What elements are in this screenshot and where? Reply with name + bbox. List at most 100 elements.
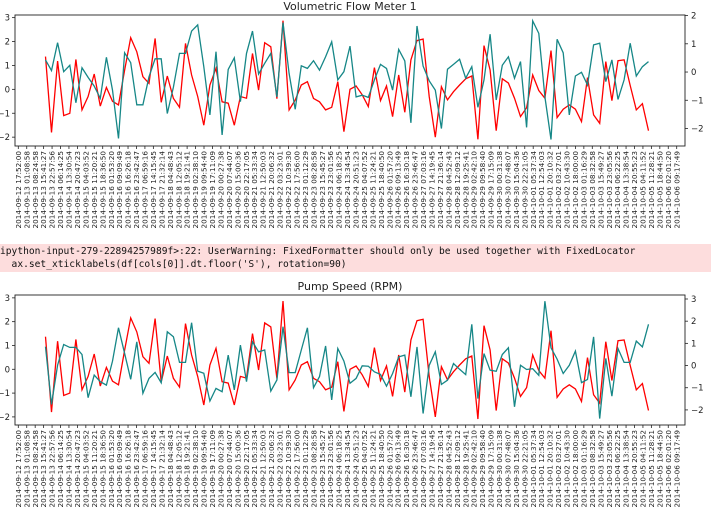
x-tick-label: 2014-10-05 18:44:50 xyxy=(655,430,664,508)
x-tick-label: 2014-10-05 04:11:52 xyxy=(639,430,648,508)
x-tick-label: 2014-09-13 01:08:58 xyxy=(22,151,31,229)
y-tick-label-left: 0 xyxy=(5,85,10,95)
x-tick-label: 2014-10-04 06:22:25 xyxy=(613,151,622,229)
x-tick-label: 2014-09-19 02:38:10 xyxy=(191,430,200,508)
y-tick-label-right: −1 xyxy=(691,384,704,394)
x-tick-label: 2014-09-27 07:03:16 xyxy=(419,430,428,508)
y-tick-label-right: 2 xyxy=(691,317,696,327)
x-tick-label: 2014-09-28 04:52:43 xyxy=(444,430,453,508)
x-tick-label: 2014-10-01 12:54:03 xyxy=(537,151,546,229)
y-tick-label-left: 3 xyxy=(5,294,10,304)
x-tick-label: 2014-09-16 16:26:18 xyxy=(124,430,133,508)
x-tick-label: 2014-10-04 20:55:23 xyxy=(630,151,639,229)
x-tick-label: 2014-09-28 12:09:12 xyxy=(453,151,462,229)
x-tick-label: 2014-09-26 09:13:49 xyxy=(394,430,403,508)
x-tick-label: 2014-09-30 00:31:38 xyxy=(495,430,504,508)
x-tick-label: 2014-09-19 09:54:40 xyxy=(200,151,209,229)
x-tick-label: 2014-09-15 11:20:21 xyxy=(90,151,99,229)
x-tick-label: 2014-09-20 22:17:05 xyxy=(242,430,251,508)
x-tick-label: 2014-09-26 16:30:18 xyxy=(402,151,411,229)
x-tick-label: 2014-09-17 21:32:14 xyxy=(157,430,166,508)
x-tick-label: 2014-10-03 23:05:56 xyxy=(605,430,614,508)
x-tick-label: 2014-10-03 15:49:27 xyxy=(596,430,605,508)
x-tick-label: 2014-09-22 17:56:00 xyxy=(293,430,302,508)
x-tick-label: 2014-09-20 15:00:36 xyxy=(233,151,242,229)
x-tick-label: 2014-09-24 13:34:54 xyxy=(343,151,352,229)
x-tick-label: 2014-09-24 06:18:25 xyxy=(335,151,344,229)
x-tick-label: 2014-09-21 20:06:32 xyxy=(267,430,276,508)
x-tick-label: 2014-09-21 20:06:32 xyxy=(267,151,276,229)
x-tick-label: 2014-09-27 07:03:16 xyxy=(419,151,428,229)
x-tick-label: 2014-09-21 12:50:03 xyxy=(259,151,268,229)
x-tick-label: 2014-09-12 17:52:00 xyxy=(14,151,23,229)
y-tick-label-right: 0 xyxy=(691,68,696,78)
y-tick-label-left: 2 xyxy=(5,38,10,48)
axes-frame xyxy=(14,294,686,426)
y-tick-label-left: −2 xyxy=(0,413,10,423)
x-tick-label: 2014-09-17 21:32:14 xyxy=(157,151,166,229)
x-tick-label: 2014-09-17 14:15:45 xyxy=(149,430,158,508)
x-tick-label: 2014-09-30 15:04:36 xyxy=(512,151,521,229)
x-tick-label: 2014-09-27 14:19:45 xyxy=(428,151,437,229)
x-tick-label: 2014-10-06 09:17:49 xyxy=(672,151,681,229)
x-tick-label: 2014-09-22 03:23:01 xyxy=(276,430,285,508)
x-tick-label: 2014-09-13 22:57:56 xyxy=(48,151,57,229)
y-tick-label-right: 1 xyxy=(691,339,696,349)
x-tick-label: 2014-09-15 04:03:52 xyxy=(81,430,90,508)
x-tick-label: 2014-10-02 10:43:30 xyxy=(563,430,572,508)
x-tick-label: 2014-09-20 07:44:07 xyxy=(225,151,234,229)
x-tick-label: 2014-09-16 01:53:20 xyxy=(107,151,116,229)
x-tick-label: 2014-09-30 00:31:38 xyxy=(495,151,504,229)
x-tick-label: 2014-09-21 12:50:03 xyxy=(259,430,268,508)
x-tick-label: 2014-09-27 21:36:14 xyxy=(436,151,445,229)
x-tick-label: 2014-10-06 09:17:49 xyxy=(672,430,681,508)
x-tick-label: 2014-09-26 23:46:47 xyxy=(411,430,420,508)
x-tick-label: 2014-09-26 01:57:20 xyxy=(385,151,394,229)
y-tick-label-left: −1 xyxy=(0,109,10,119)
x-tick-label: 2014-09-15 18:36:50 xyxy=(98,430,107,508)
x-tick-label: 2014-09-25 04:07:52 xyxy=(360,151,369,229)
x-tick-label: 2014-09-14 06:14:25 xyxy=(56,151,65,229)
x-tick-label: 2014-09-13 15:41:27 xyxy=(39,430,48,508)
x-tick-label: 2014-10-04 06:22:25 xyxy=(613,430,622,508)
x-tick-label: 2014-09-14 20:47:23 xyxy=(73,151,82,229)
x-tick-label: 2014-09-16 23:42:47 xyxy=(132,430,141,508)
x-tick-label: 2014-09-16 23:42:47 xyxy=(132,151,141,229)
x-tick-label: 2014-09-18 12:05:12 xyxy=(174,151,183,229)
x-tick-label: 2014-10-04 13:38:54 xyxy=(622,430,631,508)
x-tick-label: 2014-09-17 06:59:16 xyxy=(141,430,150,508)
x-tick-label: 2014-09-13 01:08:58 xyxy=(22,430,31,508)
x-tick-label: 2014-09-22 10:39:30 xyxy=(284,430,293,508)
x-tick-label: 2014-10-01 05:37:34 xyxy=(529,151,538,229)
x-tick-label: 2014-09-24 06:18:25 xyxy=(335,430,344,508)
x-tick-label: 2014-09-30 22:21:05 xyxy=(520,151,529,229)
x-tick-label: 2014-09-20 07:44:07 xyxy=(225,430,234,508)
x-tick-label: 2014-09-15 04:03:52 xyxy=(81,151,90,229)
x-tick-label: 2014-09-14 20:47:23 xyxy=(73,430,82,508)
x-tick-label: 2014-09-29 02:42:10 xyxy=(470,430,479,508)
x-tick-label: 2014-10-02 03:27:01 xyxy=(554,151,563,229)
x-tick-label: 2014-10-03 23:05:56 xyxy=(605,151,614,229)
x-tick-label: 2014-10-02 03:27:01 xyxy=(554,430,563,508)
y-tick-label-right: −1 xyxy=(691,96,704,106)
x-tick-label: 2014-10-03 01:16:29 xyxy=(579,151,588,229)
x-tick-label: 2014-09-18 12:05:12 xyxy=(174,430,183,508)
y-tick-label-left: −2 xyxy=(0,133,10,143)
x-tick-label: 2014-10-03 08:32:58 xyxy=(588,151,597,229)
x-tick-label: 2014-09-17 14:15:45 xyxy=(149,151,158,229)
x-tick-label: 2014-09-16 16:26:18 xyxy=(124,151,133,229)
x-tick-label: 2014-09-29 17:15:09 xyxy=(487,430,496,508)
x-tick-label: 2014-09-23 15:45:27 xyxy=(318,151,327,229)
x-tick-label: 2014-09-25 11:24:21 xyxy=(368,151,377,229)
x-tick-label: 2014-09-23 23:01:56 xyxy=(326,430,335,508)
x-tick-label: 2014-09-29 09:58:40 xyxy=(478,430,487,508)
x-tick-label: 2014-09-17 06:59:16 xyxy=(141,151,150,229)
x-tick-label: 2014-10-01 05:37:34 xyxy=(529,430,538,508)
x-tick-label: 2014-09-29 17:15:09 xyxy=(487,151,496,229)
y-tick-label-right: 2 xyxy=(691,12,696,22)
y-tick-label-right: 3 xyxy=(691,295,696,305)
x-tick-label: 2014-10-02 10:43:30 xyxy=(563,151,572,229)
x-tick-label: 2014-09-25 11:24:21 xyxy=(368,430,377,508)
x-tick-label: 2014-09-27 21:36:14 xyxy=(436,430,445,508)
x-tick-label: 2014-10-05 11:28:21 xyxy=(647,430,656,508)
